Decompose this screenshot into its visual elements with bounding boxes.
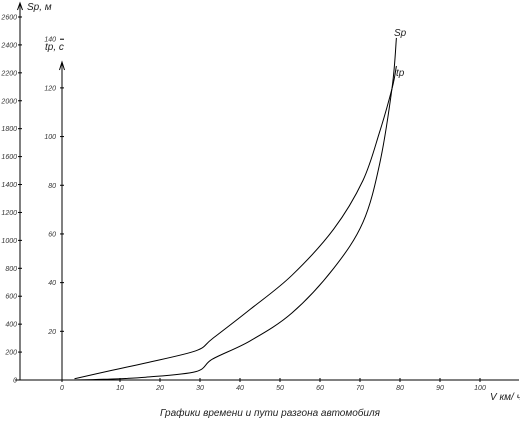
chart-caption: Графики времени и пути разгона автомобил… [160,407,381,419]
x-tick-label: 80 [396,385,404,392]
y-right-axis-arrow [59,60,65,71]
curves [74,37,397,381]
x-tick-label: 50 [276,385,284,392]
y-left-tick-label: 1600 [1,154,17,161]
series-line-tp [74,65,397,380]
x-tick-label: 30 [196,385,204,392]
y-left-tick-label: 2600 [0,14,17,21]
y-left-tick-label: 600 [5,294,17,301]
y-right-tick-label: 40 [48,280,56,287]
x-tick-label: 10 [116,385,124,392]
y-right-axis-label: tр, с [45,42,64,53]
x-tick-label: 70 [356,385,364,392]
y-left-tick-label: 1800 [1,126,17,133]
y-left-tick-label: 400 [5,322,17,329]
series-label-sp: Sр [394,28,407,39]
x-tick-label: 20 [155,385,164,392]
y-left-tick-label: 1400 [1,182,17,189]
y-left-tick-label: 1200 [1,210,17,217]
x-tick-label: 100 [474,385,486,392]
series-line-sp [74,37,397,381]
y-left-tick-label: 1000 [1,238,17,245]
y-left-tick-label: 800 [5,266,17,273]
y-right-tick-label: 60 [48,231,56,238]
y-right-tick-label: 120 [44,85,56,92]
series-label-tp: tр [396,68,405,79]
x-tick-label: 0 [60,385,64,392]
tick-labels: 0200400600800100012001400160018002000220… [0,14,486,392]
axes [15,1,519,382]
y-left-tick-label: 0 [13,378,17,385]
y-left-tick-label: 2000 [0,98,17,105]
y-left-tick-label: 2400 [0,42,17,49]
y-left-axis-arrow [17,1,23,11]
x-tick-label: 90 [436,385,444,392]
y-right-tick-label: 80 [48,183,56,190]
y-left-axis-label: Sр, м [27,2,52,13]
x-tick-label: 40 [236,385,244,392]
y-right-tick-label: 20 [47,329,56,336]
y-right-tick-label: 100 [44,134,56,141]
labels: Sр, м tр, с V км/ ч Графики времени и пу… [27,2,520,419]
y-left-tick-label: 200 [4,350,17,357]
x-tick-label: 60 [316,385,324,392]
y-right-tick-label: 140 [44,37,56,44]
y-left-tick-label: 2200 [0,70,17,77]
x-axis-label: V км/ ч [490,392,520,403]
